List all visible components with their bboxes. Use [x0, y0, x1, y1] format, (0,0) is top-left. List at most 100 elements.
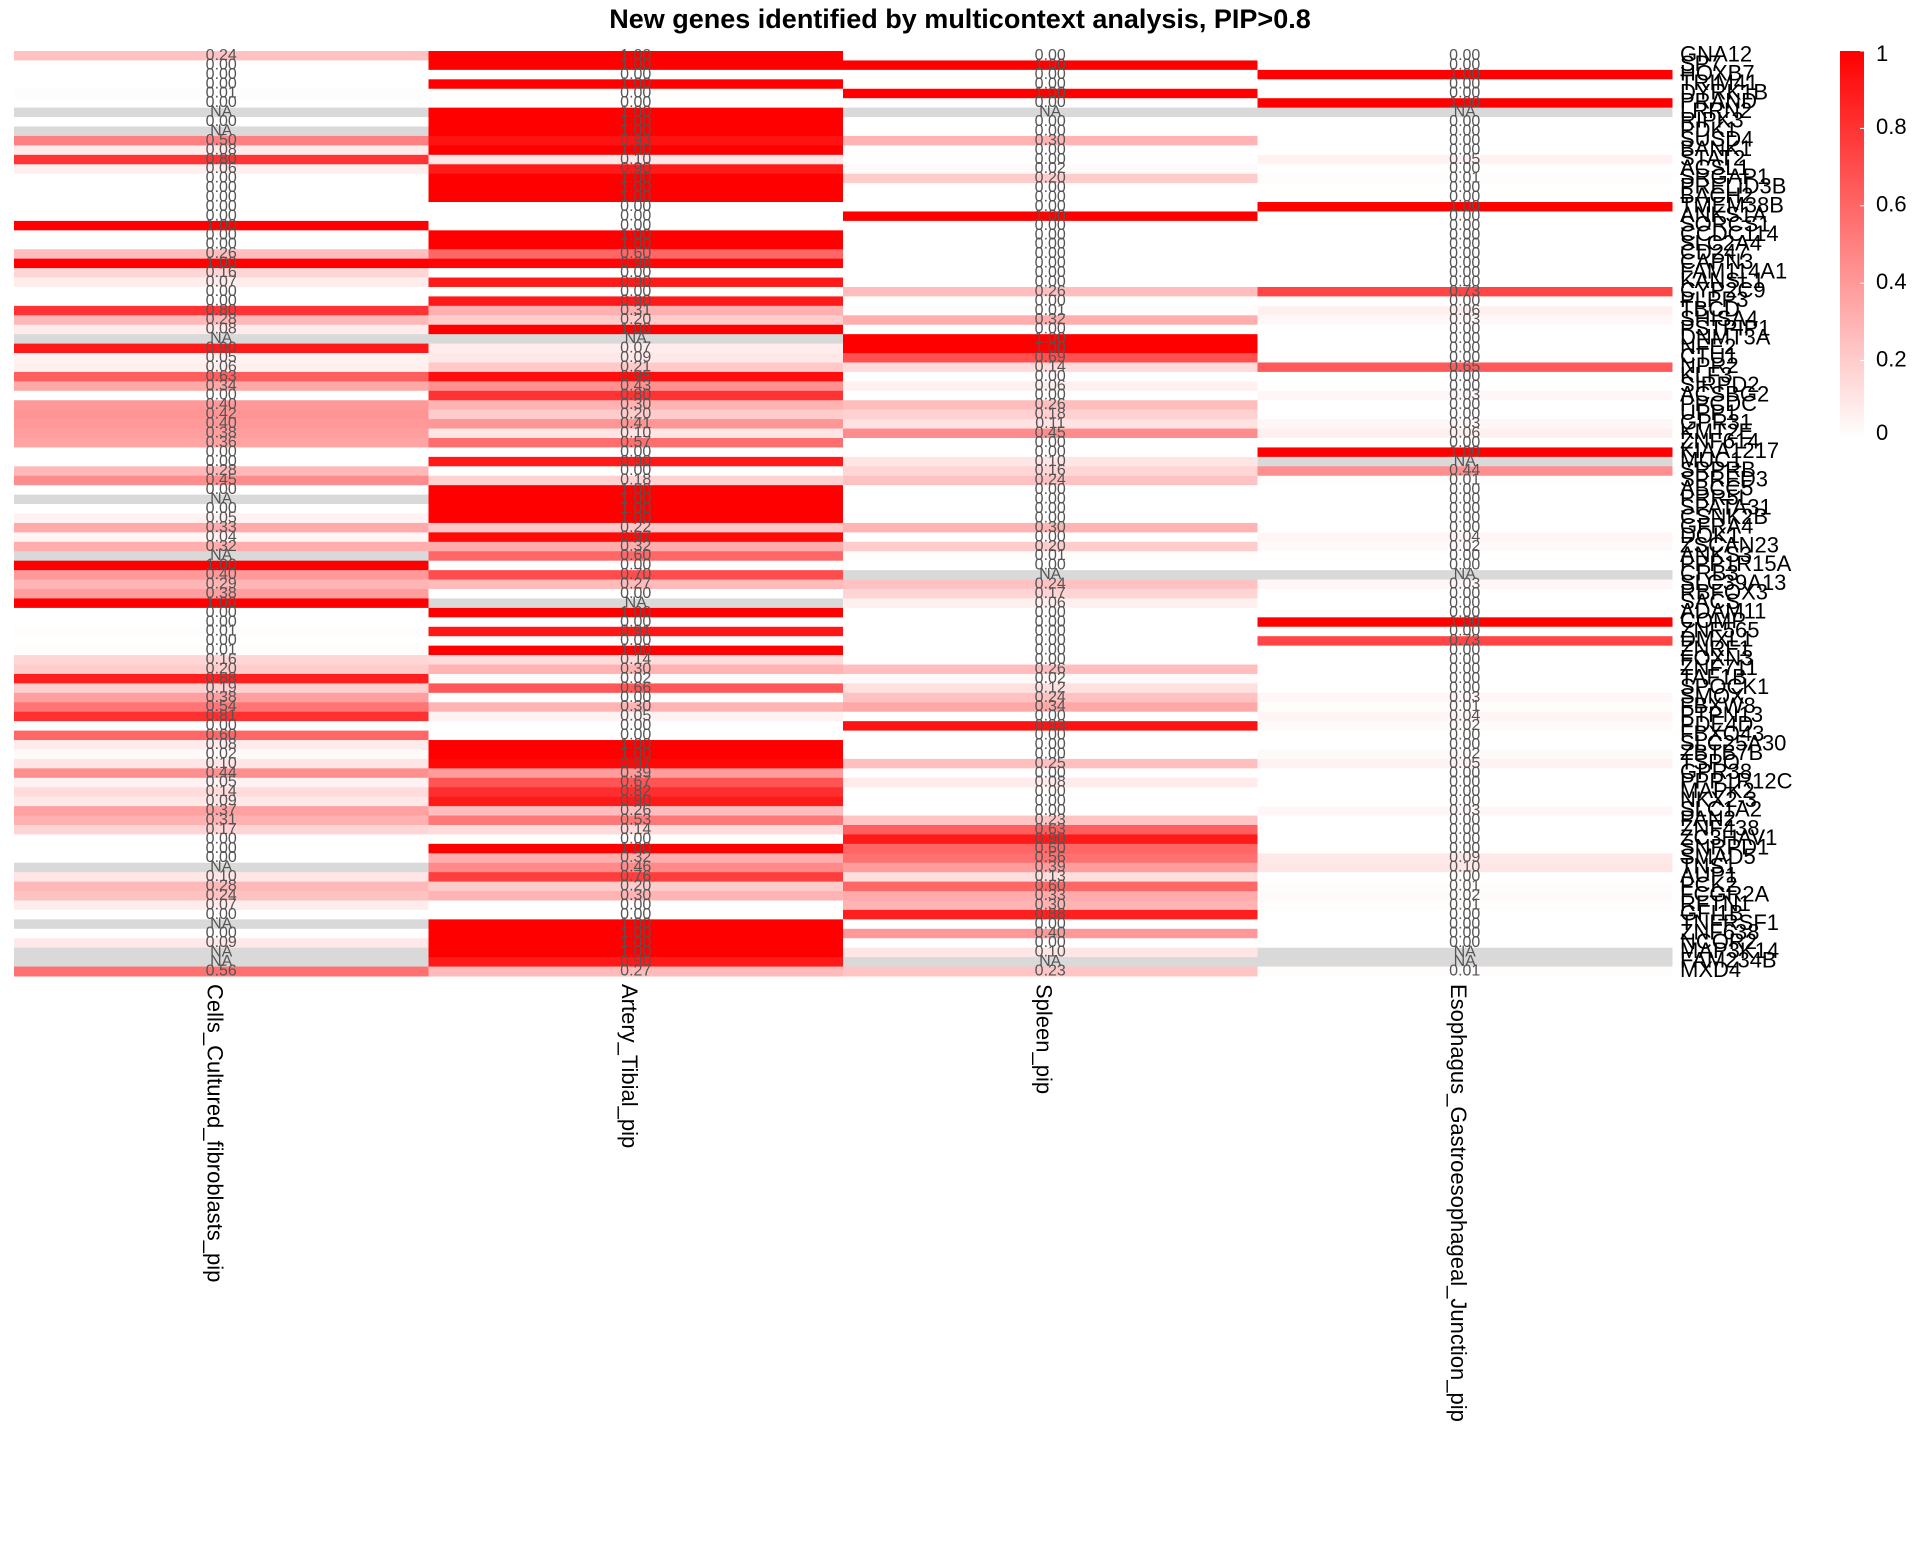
cell-label: 0.10	[1035, 453, 1066, 470]
heat-cell	[14, 390, 429, 401]
cell-label: 0.43	[620, 377, 651, 394]
cell-label: 0.00	[206, 500, 237, 517]
cell-label: NA	[210, 915, 233, 932]
cell-label: 0.00	[206, 113, 237, 130]
heat-cell	[843, 692, 1258, 703]
cell-label: 0.00	[1449, 340, 1480, 357]
heat-cell	[1257, 135, 1673, 146]
cell-label: 0.00	[1449, 604, 1480, 621]
heat-cell	[14, 551, 429, 562]
heat-cell	[14, 891, 429, 901]
heat-cell	[428, 88, 844, 99]
heat-cell	[1257, 938, 1673, 949]
cell-label: 0.00	[1449, 368, 1480, 385]
heat-cell	[14, 947, 429, 958]
heat-cell	[428, 928, 844, 939]
heat-cell	[14, 721, 429, 732]
cell-label: 0.00	[1035, 321, 1066, 338]
row-label: FCGR2A	[1680, 882, 1770, 907]
heat-cell	[1257, 173, 1673, 184]
heat-cell	[428, 447, 844, 458]
cell-label: 0.00	[1035, 245, 1066, 262]
heat-cell	[843, 277, 1258, 288]
cell-label: 0.00	[1449, 783, 1480, 800]
heat-cell	[14, 51, 429, 61]
heat-cell	[14, 938, 429, 949]
heat-cell	[428, 277, 844, 288]
heat-cell	[843, 107, 1258, 118]
cell-label: 0.39	[1035, 859, 1066, 876]
heat-cell	[843, 305, 1258, 316]
row-label: KMT2E	[1680, 419, 1753, 444]
heat-cell	[14, 655, 429, 666]
heat-cell	[843, 806, 1258, 817]
row-label: PPCDC	[1680, 391, 1757, 416]
legend-label: 0	[1876, 420, 1888, 445]
cell-label: 0.90	[620, 453, 651, 470]
heat-cell	[428, 966, 844, 977]
cell-label: 0.00	[1449, 189, 1480, 206]
row-label: ZSCAN23	[1680, 532, 1779, 557]
heat-cell	[428, 909, 844, 920]
heat-cell	[843, 777, 1258, 788]
cell-label: 0.00	[1449, 500, 1480, 517]
heat-cell	[843, 409, 1258, 420]
heat-cell	[428, 740, 844, 750]
heat-cell	[1257, 683, 1673, 694]
cell-label: 0.00	[1449, 47, 1480, 64]
cell-label: 1.00	[1449, 198, 1480, 215]
cell-label: 1.00	[620, 189, 651, 206]
heat-cell	[843, 239, 1258, 250]
cell-label: 0.08	[206, 141, 237, 158]
heat-cell	[428, 891, 844, 901]
cell-label: 0.91	[620, 623, 651, 640]
cell-label: 1.00	[620, 934, 651, 951]
cell-label: 0.00	[1035, 151, 1066, 168]
row-label: MXD4	[1680, 957, 1741, 982]
heat-cell	[14, 437, 429, 448]
cell-label: 0.00	[1449, 840, 1480, 857]
cell-label: 0.00	[1449, 179, 1480, 196]
cell-label: 0.00	[206, 830, 237, 847]
heat-cell	[1257, 362, 1673, 373]
heat-cell	[428, 98, 844, 109]
row-label: UPP1	[1680, 400, 1737, 425]
cell-label: 0.00	[1449, 321, 1480, 338]
cell-label: 0.34	[1035, 698, 1066, 715]
cell-label: 0.01	[206, 623, 237, 640]
heat-cell	[1257, 702, 1673, 713]
cell-label: 0.18	[620, 472, 651, 489]
column-label: Esophagus_Gastroesophageal_Junction_pip	[1446, 984, 1471, 1422]
heat-cell	[14, 711, 429, 722]
cell-label: 0.00	[1449, 509, 1480, 526]
row-label: NKX2-3	[1680, 787, 1757, 812]
cell-label: 0.05	[206, 774, 237, 791]
cell-label: 0.30	[1035, 132, 1066, 149]
cell-label: 0.00	[1449, 821, 1480, 838]
cell-label: 0.30	[1035, 519, 1066, 536]
cell-label: 0.17	[206, 821, 237, 838]
heat-cell	[14, 324, 429, 335]
cell-label: 0.00	[1035, 66, 1066, 83]
cell-label: 0.06	[206, 160, 237, 177]
cell-label: 0.38	[206, 585, 237, 602]
cell-label: 0.34	[206, 377, 237, 394]
cell-label: 0.00	[1035, 273, 1066, 290]
row-label: TNFRSF1	[1680, 910, 1779, 935]
cell-label: 0.02	[1449, 887, 1480, 904]
heat-cell	[14, 749, 429, 760]
cell-label: 0.00	[1449, 623, 1480, 640]
cell-label: 0.00	[206, 170, 237, 187]
cell-label: 0.02	[1449, 538, 1480, 555]
heat-cell	[428, 834, 844, 845]
cell-label: 0.21	[620, 358, 651, 375]
cell-label: 1.00	[206, 594, 237, 611]
heat-cell	[14, 541, 429, 552]
row-label: SPATA31	[1680, 495, 1772, 520]
heat-cell	[428, 305, 844, 316]
heat-cell	[1257, 353, 1673, 363]
cell-label: 0.56	[206, 962, 237, 979]
heat-cell	[14, 768, 429, 779]
cell-label: NA	[1039, 566, 1062, 583]
